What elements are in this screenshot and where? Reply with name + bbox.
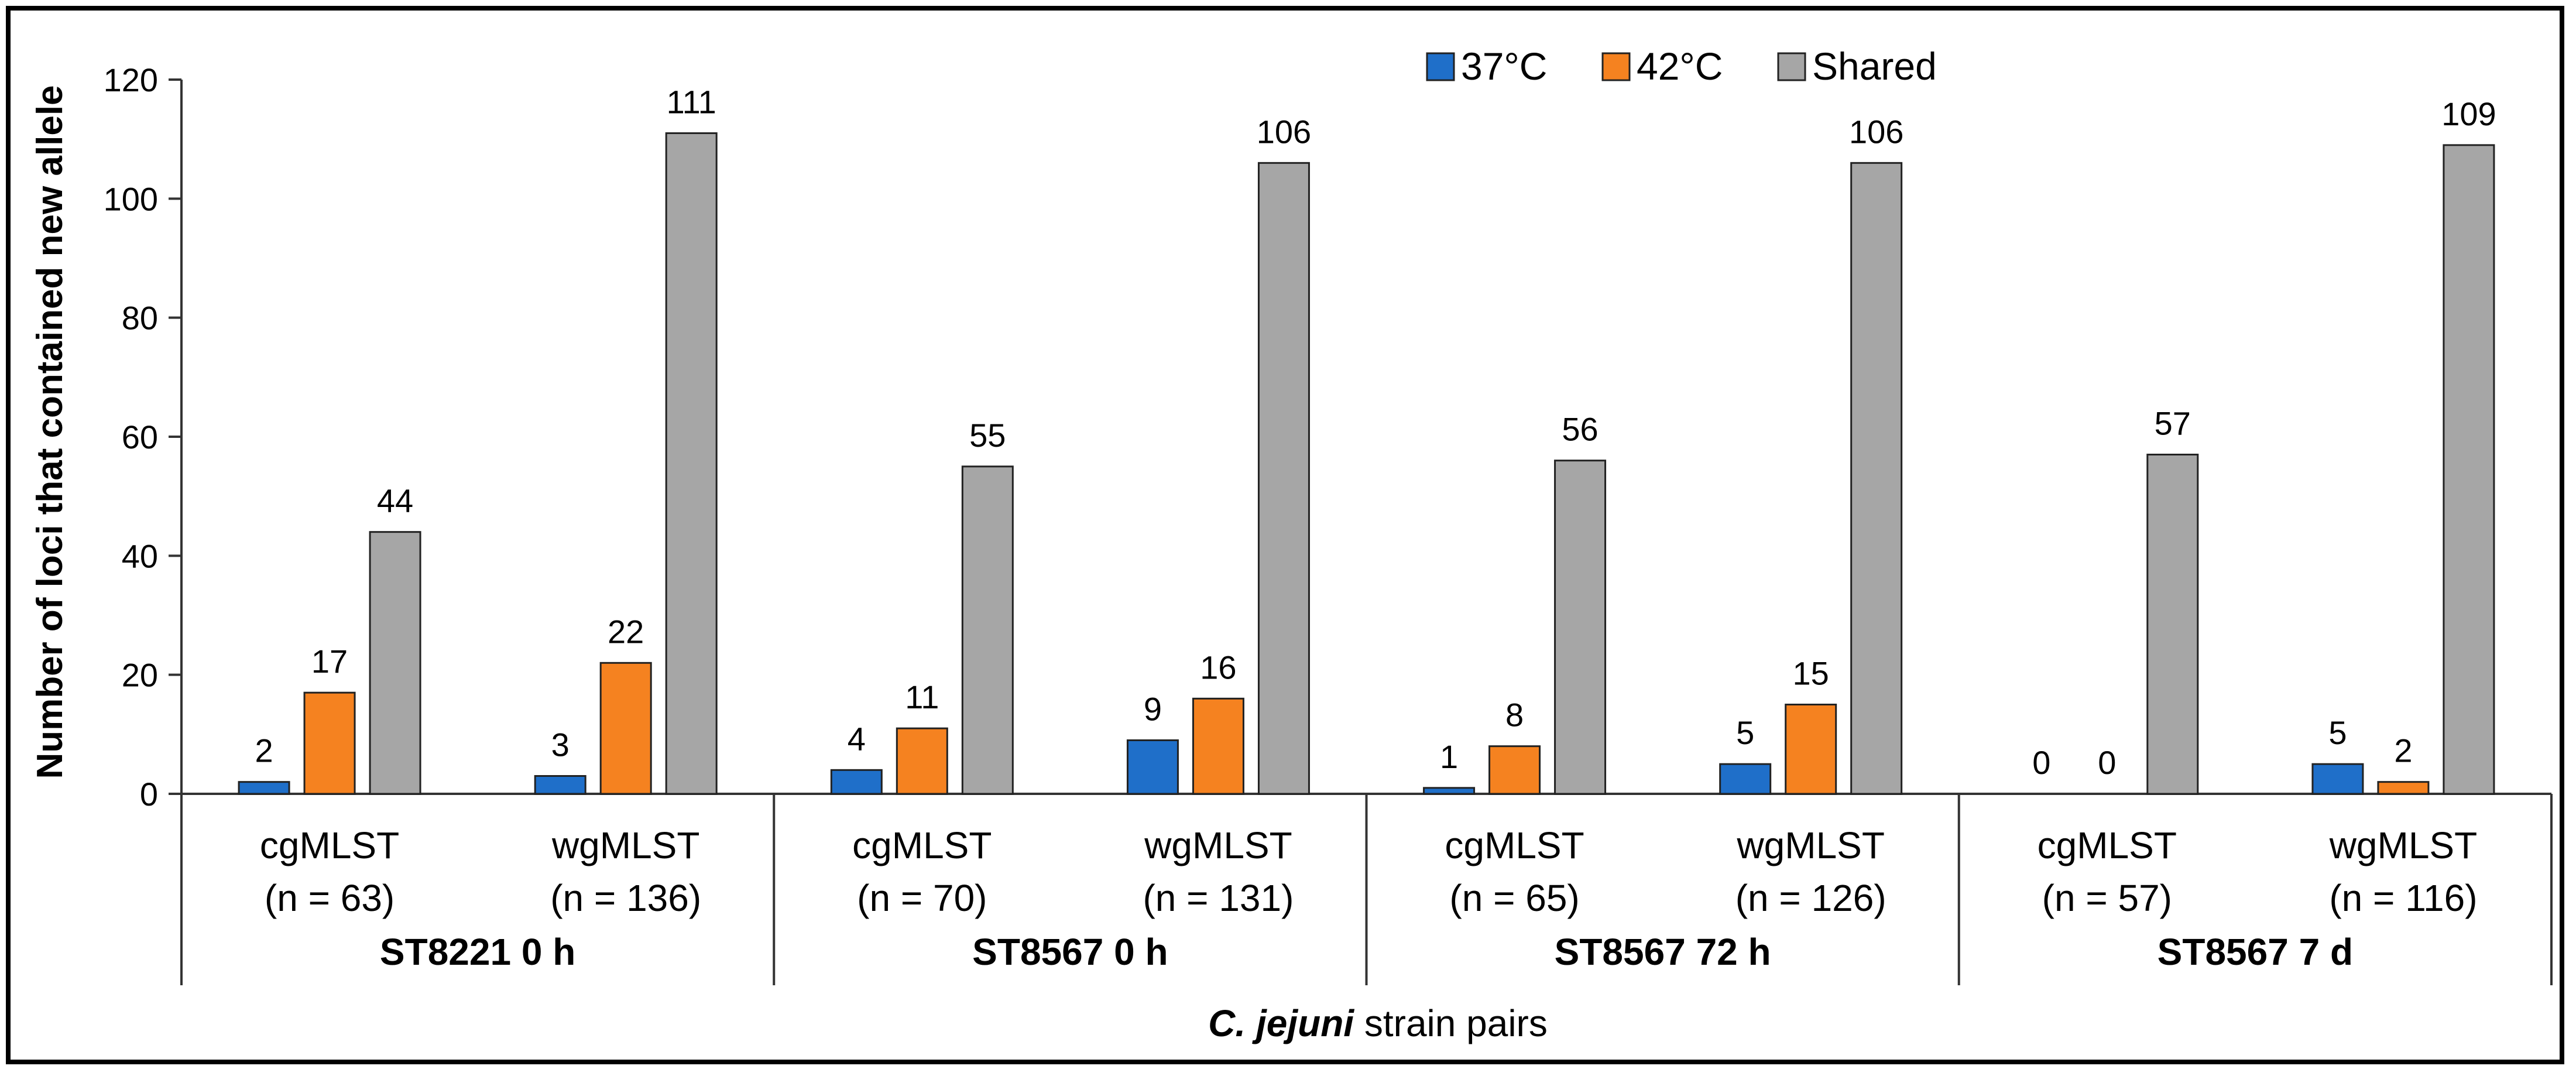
- bar-37c-cgmlst: [238, 781, 290, 795]
- category-n-label: (n = 116): [2329, 877, 2477, 919]
- category-method-label: cgMLST: [852, 824, 992, 866]
- data-label: 56: [1562, 411, 1598, 448]
- y-tick-label: 40: [122, 537, 158, 574]
- data-label: 111: [667, 84, 716, 121]
- bar-shared-wgmlst: [1850, 162, 1903, 795]
- x-axis-title-italic: C. jejuni: [1208, 1002, 1354, 1044]
- group-label: ST8567 72 h: [1555, 931, 1771, 973]
- data-label: 57: [2155, 405, 2191, 442]
- x-axis-title-rest: strain pairs: [1354, 1002, 1548, 1044]
- group-label: ST8221 0 h: [380, 931, 575, 973]
- data-label: 22: [608, 613, 644, 650]
- y-axis-ticks: 0 20 40 60 80 100 120: [104, 61, 181, 813]
- legend-swatch: [1601, 52, 1631, 81]
- data-label: 0: [2032, 744, 2050, 781]
- bar-37c-cgmlst: [1423, 787, 1476, 795]
- bar-42c-wgmlst: [2377, 781, 2430, 795]
- legend-swatch: [1426, 52, 1455, 81]
- data-label: 3: [551, 727, 570, 763]
- bar-shared-wgmlst: [1257, 162, 1310, 795]
- x-axis-title: C. jejuni strain pairs: [1208, 1002, 1548, 1044]
- data-label: 8: [1505, 697, 1524, 734]
- group-label: ST8567 7 d: [2157, 931, 2353, 973]
- category-method-label: cgMLST: [2038, 824, 2177, 866]
- bar-shared-cgmlst: [1554, 460, 1607, 795]
- data-label: 4: [848, 720, 866, 757]
- bar-42c-wgmlst: [1785, 704, 1837, 795]
- data-label: 1: [1440, 738, 1458, 775]
- data-label: 44: [377, 482, 413, 519]
- legend-label: 42°C: [1637, 44, 1723, 88]
- bar-37c-wgmlst: [1719, 763, 1772, 795]
- y-axis-label: Number of loci that contained new allele: [30, 85, 70, 779]
- category-method-label: cgMLST: [260, 824, 399, 866]
- bar-42c-cgmlst: [1488, 745, 1541, 795]
- bar-shared-cgmlst: [2146, 454, 2199, 795]
- category-n-label: (n = 70): [857, 877, 987, 919]
- data-label: 109: [2441, 95, 2496, 132]
- data-label: 5: [1736, 714, 1754, 751]
- y-tick-label: 80: [122, 300, 158, 337]
- group-label: ST8567 0 h: [972, 931, 1168, 973]
- data-label: 2: [2394, 732, 2412, 769]
- bar-shared-wgmlst: [2443, 144, 2495, 795]
- category-n-label: (n = 136): [550, 877, 701, 919]
- data-label: 106: [1849, 113, 1903, 150]
- y-tick-label: 100: [104, 180, 158, 217]
- y-tick-label: 20: [122, 657, 158, 694]
- group-labels: ST8221 0 h ST8567 0 h ST8567 72 h ST8567 7 …: [180, 794, 2553, 985]
- bar-chart: Number of loci that contained new allele…: [30, 44, 2553, 1044]
- data-label: 106: [1257, 113, 1311, 150]
- category-method-label: wgMLST: [2329, 824, 2478, 866]
- data-label: 17: [311, 643, 348, 680]
- bar-shared-cgmlst: [369, 531, 421, 795]
- category-method-label: wgMLST: [1144, 824, 1292, 866]
- data-label: 55: [969, 417, 1006, 454]
- bar-shared-cgmlst: [961, 465, 1014, 795]
- legend: 37°C 42°C Shared: [1426, 44, 1937, 88]
- y-tick-label: 120: [104, 61, 158, 98]
- bar-42c-wgmlst: [599, 662, 652, 795]
- bar-37c-cgmlst: [830, 769, 883, 795]
- category-method-label: wgMLST: [1736, 824, 1885, 866]
- legend-swatch: [1777, 52, 1806, 81]
- bar-42c-cgmlst: [896, 727, 948, 795]
- bar-37c-wgmlst: [534, 775, 586, 795]
- bar-37c-wgmlst: [2311, 763, 2364, 795]
- data-label: 9: [1144, 691, 1162, 728]
- y-tick-label: 0: [140, 776, 158, 813]
- data-label: 16: [1200, 649, 1236, 686]
- data-label: 5: [2328, 714, 2347, 751]
- category-n-label: (n = 126): [1735, 877, 1886, 919]
- data-label: 11: [905, 679, 939, 715]
- data-label: 0: [2098, 744, 2116, 781]
- bar-42c-cgmlst: [303, 691, 356, 795]
- bars: [238, 132, 2495, 795]
- bar-42c-wgmlst: [1192, 697, 1244, 795]
- bar-37c-wgmlst: [1126, 739, 1179, 795]
- category-n-label: (n = 131): [1143, 877, 1294, 919]
- legend-label: Shared: [1812, 44, 1937, 88]
- category-method-label: wgMLST: [551, 824, 700, 866]
- y-tick-label: 60: [122, 419, 158, 455]
- category-n-label: (n = 63): [265, 877, 395, 919]
- data-label: 15: [1793, 655, 1829, 692]
- data-label: 2: [255, 732, 273, 769]
- chart-frame: Number of loci that contained new allele…: [6, 6, 2564, 1064]
- y-axis-title: Number of loci that contained new allele: [30, 85, 70, 779]
- legend-label: 37°C: [1461, 44, 1547, 88]
- data-labels: 2 17 44 3 22 111 4 11 55 9 16 106 1 8 56 5 15 106 0 0 57 5 2 10…: [255, 84, 2496, 782]
- category-method-label: cgMLST: [1445, 824, 1584, 866]
- category-n-label: (n = 65): [1449, 877, 1579, 919]
- category-n-label: (n = 57): [2042, 877, 2172, 919]
- category-labels: cgMLST (n = 63) wgMLST (n = 136) cgMLST (n = …: [260, 824, 2478, 919]
- bar-shared-wgmlst: [665, 132, 718, 795]
